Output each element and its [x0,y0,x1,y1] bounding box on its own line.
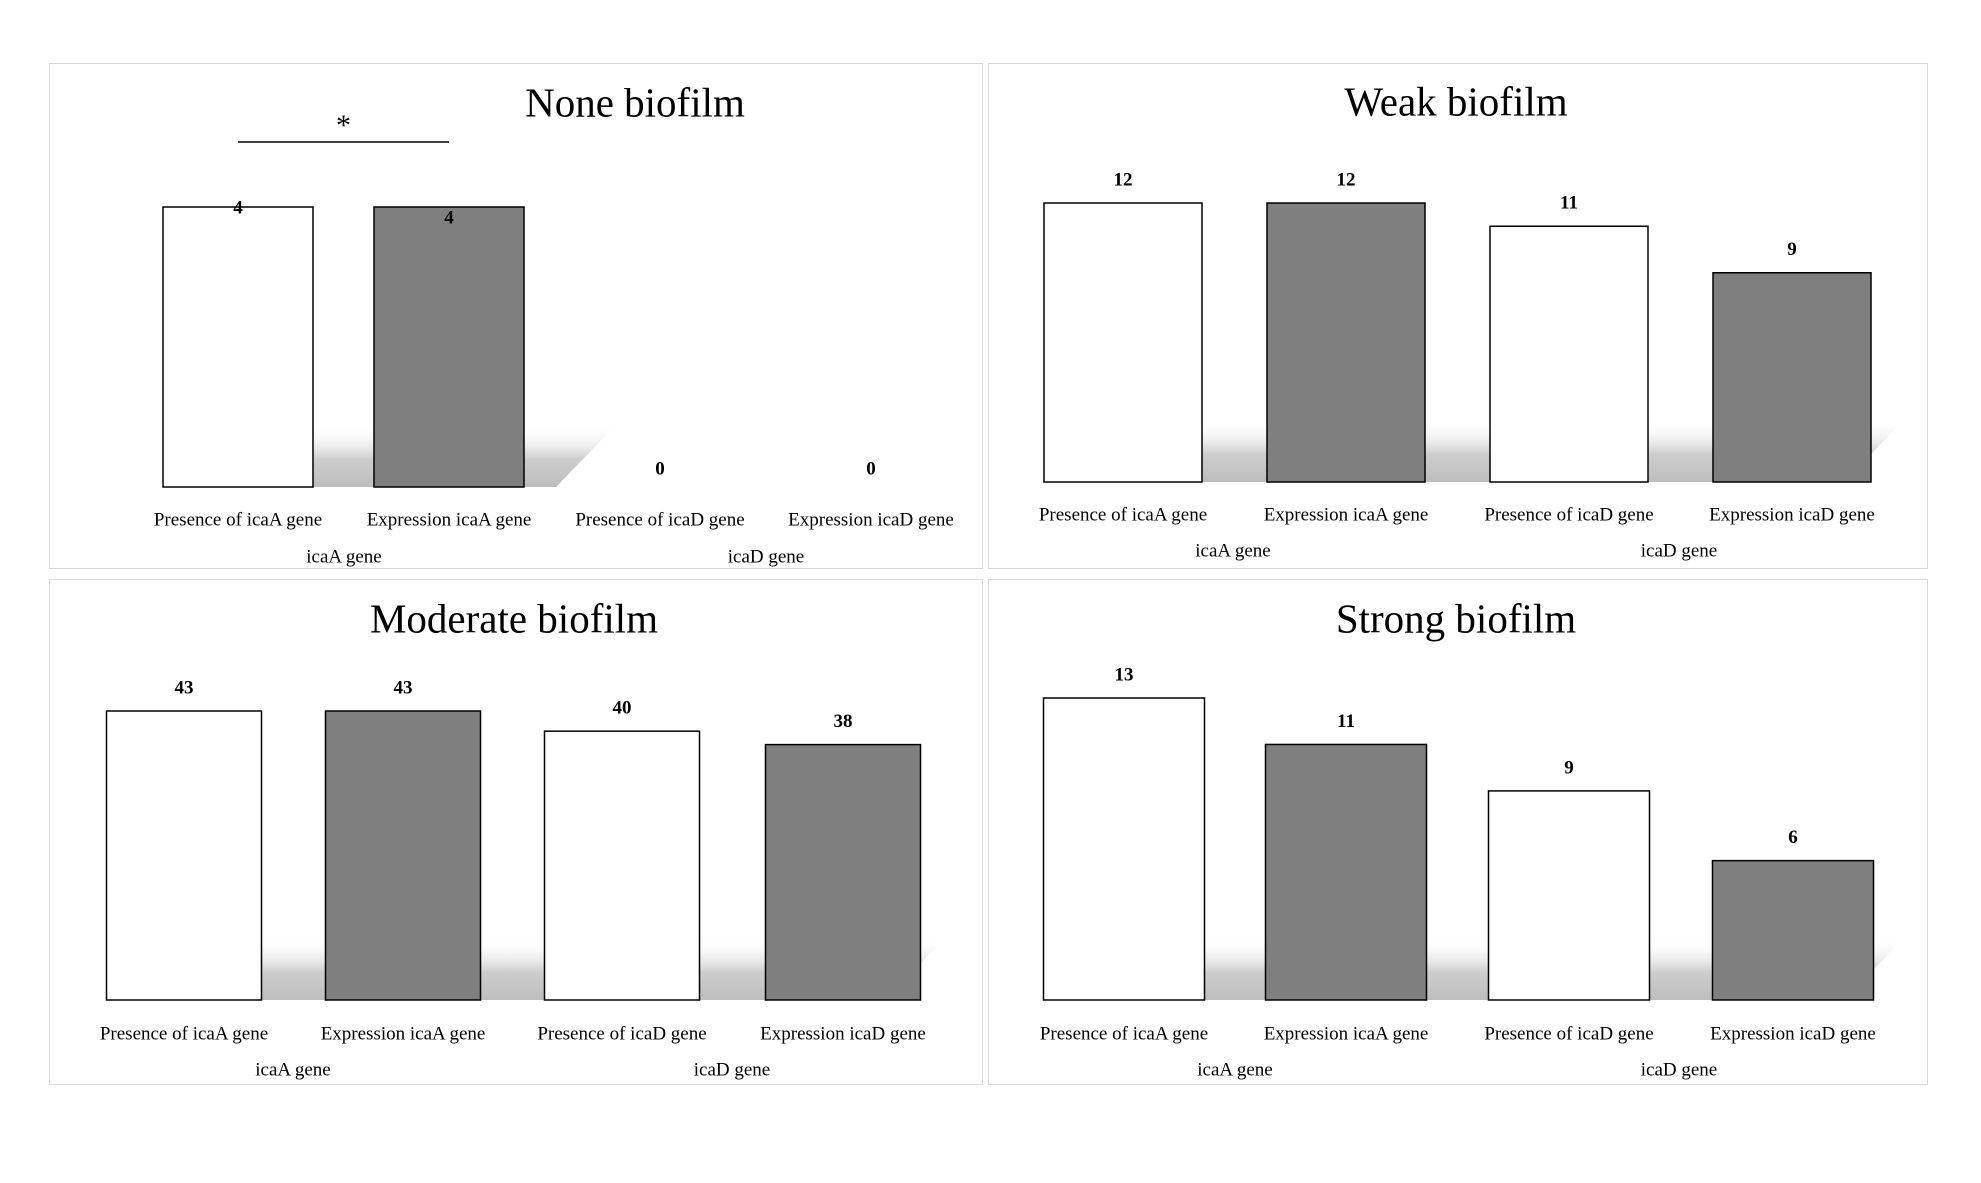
bar-expression-icaa-gene [373,206,525,488]
chart-svg: Weak biofilm 12 Presence of icaA gene 12 Exp… [1039,78,1904,561]
bar-presence-of-icaa-gene [105,710,263,1001]
value-label: 38 [834,711,853,732]
bar-expression-icaa-gene [324,710,482,1001]
value-label: 4 [444,207,454,228]
bar-expression-icaa-gene [1264,743,1428,1001]
significance-star: * [336,109,351,142]
category-label: Presence of icaA gene [1040,1023,1208,1044]
group-label-icaa-gene: icaA gene [306,546,381,567]
chart-panel-strong-biofilm: Strong biofilm 13 Presence of icaA gene 11 E… [988,579,1928,1085]
value-label: 12 [1337,169,1356,190]
group-label-icaa-gene: icaA gene [1195,540,1270,561]
bar-presence-of-icad-gene [1487,790,1651,1001]
category-label: Expression icaD gene [1709,504,1875,525]
chart-svg: None biofilm 4 Presence of icaA gene 4 Expre… [154,79,954,567]
bar-presence-of-icaa-gene [1042,697,1206,1001]
value-label: 11 [1337,711,1355,732]
category-label: Expression icaA gene [1264,1023,1429,1044]
category-label: Presence of icaA gene [154,509,322,530]
value-label: 12 [1114,169,1133,190]
value-label: 4 [233,197,243,218]
bar-presence-of-icad-gene [543,730,701,1001]
category-label: Expression icaD gene [788,509,954,530]
group-label-icad-gene: icaD gene [728,546,804,567]
value-label: 0 [655,458,665,479]
group-label-icaa-gene: icaA gene [1197,1059,1272,1080]
chart-title: None biofilm [525,79,745,125]
chart-title: Strong biofilm [1336,595,1576,641]
chart-panel-moderate-biofilm: Moderate biofilm 43 Presence of icaA gene 4… [49,579,983,1085]
chart-svg: Strong biofilm 13 Presence of icaA gene 11 E… [1040,595,1904,1080]
group-label-icad-gene: icaD gene [1641,540,1717,561]
category-label: Presence of icaD gene [575,509,744,530]
bar-expression-icad-gene [1712,272,1872,483]
category-label: Presence of icaA gene [100,1023,268,1044]
value-label: 43 [394,677,413,698]
value-label: 40 [613,698,632,719]
chart-panel-none-biofilm: None biofilm 4 Presence of icaA gene 4 Expre… [49,63,983,569]
bar-expression-icaa-gene [1266,202,1426,483]
chart-title: Moderate biofilm [370,595,658,641]
value-label: 6 [1788,827,1798,848]
group-label-icaa-gene: icaA gene [255,1059,330,1080]
category-label: Expression icaA gene [367,509,532,530]
value-label: 43 [175,677,194,698]
bar-presence-of-icaa-gene [162,206,314,488]
value-label: 11 [1560,193,1578,214]
category-label: Presence of icaA gene [1039,504,1207,525]
bar-expression-icad-gene [1711,859,1875,1001]
bar-expression-icad-gene [764,743,922,1001]
value-label: 0 [866,458,876,479]
category-label: Presence of icaD gene [1484,504,1653,525]
group-label-icad-gene: icaD gene [694,1059,770,1080]
chart-svg: Moderate biofilm 43 Presence of icaA gene 4… [100,595,945,1080]
category-label: Expression icaA gene [321,1023,486,1044]
category-label: Presence of icaD gene [537,1023,706,1044]
value-label: 9 [1787,239,1797,260]
group-label-icad-gene: icaD gene [1641,1059,1717,1080]
category-label: Presence of icaD gene [1484,1023,1653,1044]
category-label: Expression icaD gene [1710,1023,1876,1044]
category-label: Expression icaD gene [760,1023,926,1044]
value-label: 13 [1115,664,1134,685]
chart-title: Weak biofilm [1344,78,1567,124]
value-label: 9 [1564,757,1574,778]
category-label: Expression icaA gene [1264,504,1429,525]
bar-presence-of-icad-gene [1489,225,1649,483]
chart-panel-weak-biofilm: Weak biofilm 12 Presence of icaA gene 12 Exp… [988,63,1928,569]
bar-presence-of-icaa-gene [1043,202,1203,483]
